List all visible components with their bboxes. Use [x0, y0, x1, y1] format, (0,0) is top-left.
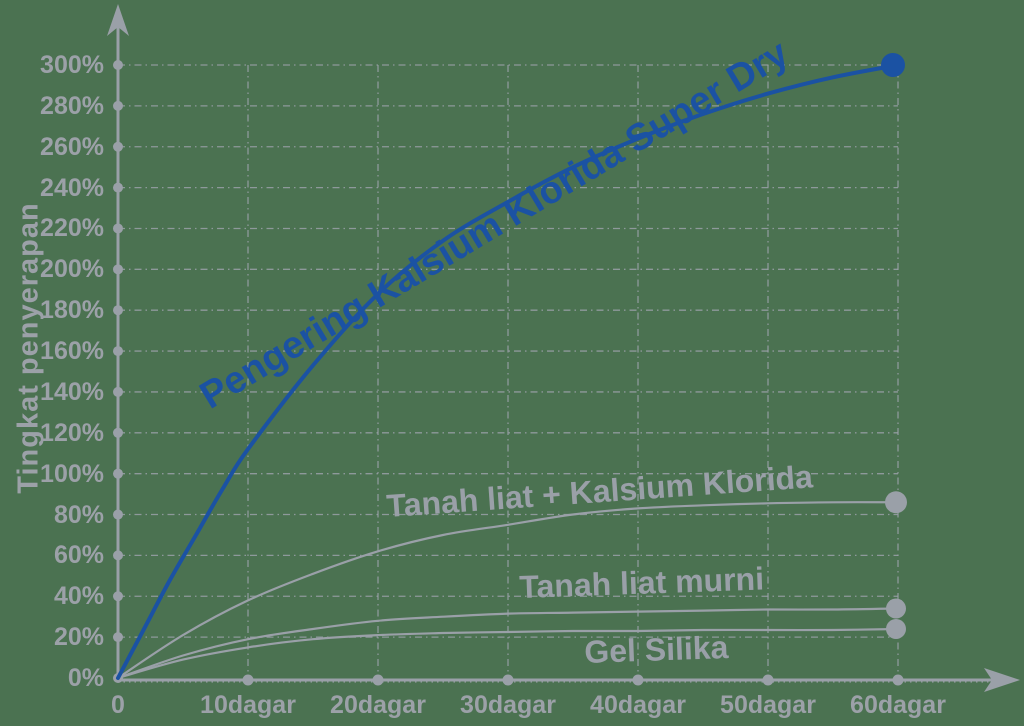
x-tick-label: 30dagar [460, 691, 556, 719]
series-label-silica-gel: Gel Silika [583, 628, 729, 671]
y-tick-label: 200% [40, 255, 104, 284]
y-tick-dot [113, 550, 123, 561]
x-tick-dot [502, 674, 514, 686]
y-tick-label: 80% [53, 500, 104, 529]
y-tick-label: 220% [40, 214, 104, 243]
x-tick-label: 60dagar [850, 691, 946, 719]
y-tick-label: 0% [67, 664, 104, 692]
x-tick-dot [632, 674, 644, 686]
y-tick-label: 260% [40, 132, 104, 161]
y-tick-label: 240% [40, 173, 104, 202]
y-tick-dot [113, 264, 123, 275]
y-tick-label: 280% [40, 91, 104, 120]
x-axis-arrow-icon [984, 668, 1020, 692]
series-curve-1 [116, 501, 900, 680]
series-end-dot-1 [885, 491, 907, 514]
y-tick-label: 140% [40, 377, 104, 406]
x-tick-label: 0 [111, 691, 125, 719]
x-tick-label: 20dagar [330, 691, 426, 719]
series-end-dot-3 [886, 618, 906, 639]
y-tick-dot [113, 509, 123, 520]
y-tick-dot [113, 141, 123, 152]
y-tick-dot [113, 427, 123, 438]
y-tick-label: 120% [40, 418, 104, 447]
series-curve-3 [116, 627, 900, 680]
y-tick-label: 160% [40, 337, 104, 366]
y-tick-dot [113, 182, 123, 193]
x-tick-label: 50dagar [720, 691, 816, 719]
series-curve-0 [116, 63, 900, 680]
y-tick-dot [113, 468, 123, 479]
y-tick-dot [113, 386, 123, 397]
x-tick-dot [372, 674, 384, 686]
x-tick-dot [762, 674, 774, 686]
series-end-dot-0 [881, 53, 905, 77]
y-tick-dot [113, 223, 123, 234]
series-curve-2 [116, 607, 900, 680]
y-tick-dot [113, 305, 123, 316]
y-tick-label: 20% [53, 623, 104, 652]
x-tick-label: 10dagar [200, 691, 296, 719]
series-end-dot-2 [886, 598, 906, 619]
y-tick-label: 60% [53, 541, 104, 570]
y-tick-dot [113, 100, 123, 111]
y-tick-dot [113, 60, 123, 70]
y-tick-label: 180% [40, 296, 104, 325]
y-tick-dot [113, 591, 123, 602]
y-axis-arrow-icon [107, 4, 129, 36]
y-tick-label: 100% [40, 459, 104, 488]
x-tick-label: 40dagar [590, 691, 686, 719]
y-tick-dot [113, 346, 123, 357]
x-tick-dot [242, 674, 254, 686]
y-tick-label: 300% [40, 51, 104, 79]
x-tick-dot [892, 674, 904, 686]
y-tick-label: 40% [53, 582, 104, 611]
y-tick-dot [113, 632, 123, 643]
